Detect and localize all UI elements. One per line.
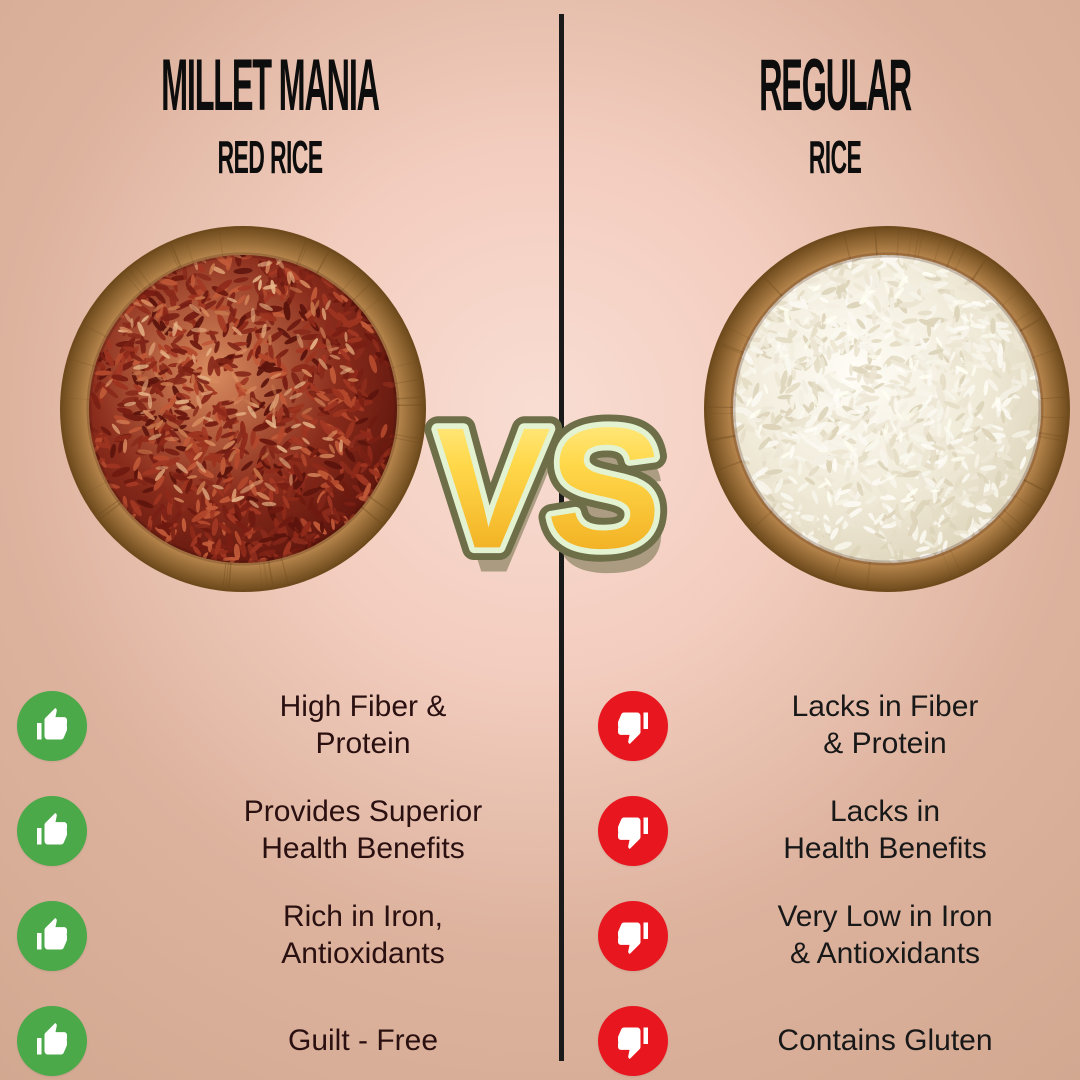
- svg-text:VS: VS: [428, 391, 668, 584]
